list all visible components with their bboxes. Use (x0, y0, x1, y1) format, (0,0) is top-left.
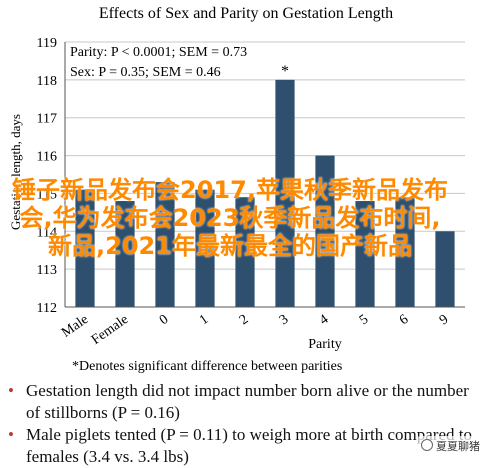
y-tick-label: 116 (37, 150, 57, 165)
bullet-item: • Gestation length did not impact number… (6, 380, 486, 424)
bar-9 (435, 231, 455, 307)
bar-1 (195, 189, 215, 307)
x-tick-label: 4 (317, 312, 331, 328)
bars: * (75, 63, 455, 307)
x-tick-label: 9 (437, 312, 451, 328)
y-axis-label: Gestation length, days (8, 114, 23, 230)
watermark-badge: 夏夏聊猪 (417, 436, 484, 456)
bar-5 (355, 201, 375, 307)
x-tick-label: 3 (277, 312, 291, 328)
bar-female (115, 201, 135, 307)
bar-chart: Effects of Sex and Parity on Gestation L… (8, 5, 465, 374)
watermark-text: 夏夏聊猪 (436, 440, 480, 453)
bar-3 (275, 79, 295, 307)
x-tick-label: Male (59, 312, 91, 341)
y-axis-ticks: 112 113 114 115 116 117 118 119 (37, 36, 57, 316)
bullet-item: • Male piglets tented (P = 0.11) to weig… (6, 424, 486, 468)
x-tick-label: 0 (157, 312, 171, 328)
bar-male (75, 189, 95, 307)
bullet-list: • Gestation length did not impact number… (6, 380, 486, 468)
bullet-dot-icon: • (8, 425, 14, 444)
bullet-text: Gestation length did not impact number b… (26, 381, 469, 422)
wechat-icon (421, 439, 433, 451)
x-tick-label: 5 (357, 312, 371, 328)
overlay-watermark-text: 锤子新品发布会2017,苹果秋季新品发布会,华为发布会2023秋季新品发布时间,… (12, 176, 448, 260)
x-tick-label: 6 (397, 312, 411, 328)
y-tick-label: 119 (37, 36, 57, 51)
bar-6 (395, 197, 415, 307)
bullet-dot-icon: • (8, 381, 14, 400)
stat-annotation-sex: Sex: P = 0.35; SEM = 0.46 (70, 65, 221, 80)
x-tick-label: Female (89, 312, 131, 348)
x-tick-label: 1 (197, 312, 211, 328)
x-tick-label: 2 (237, 312, 251, 328)
y-tick-label: 113 (37, 263, 57, 278)
y-tick-label: 112 (37, 301, 57, 316)
bar-2 (235, 197, 255, 307)
y-tick-label: 117 (37, 112, 57, 127)
x-axis-label: Parity (308, 337, 341, 352)
chart-title: Effects of Sex and Parity on Gestation L… (99, 5, 393, 22)
y-tick-label: 114 (37, 225, 57, 240)
significance-star: * (281, 63, 289, 80)
stat-annotation-parity: Parity: P < 0.0001; SEM = 0.73 (70, 45, 247, 60)
footnote: *Denotes significant difference between … (72, 359, 342, 374)
bar-0 (155, 182, 175, 307)
bar-4 (315, 155, 335, 307)
bullet-text: Male piglets tented (P = 0.11) to weigh … (26, 425, 472, 466)
y-tick-label: 118 (37, 74, 57, 89)
y-tick-label: 115 (37, 187, 57, 202)
